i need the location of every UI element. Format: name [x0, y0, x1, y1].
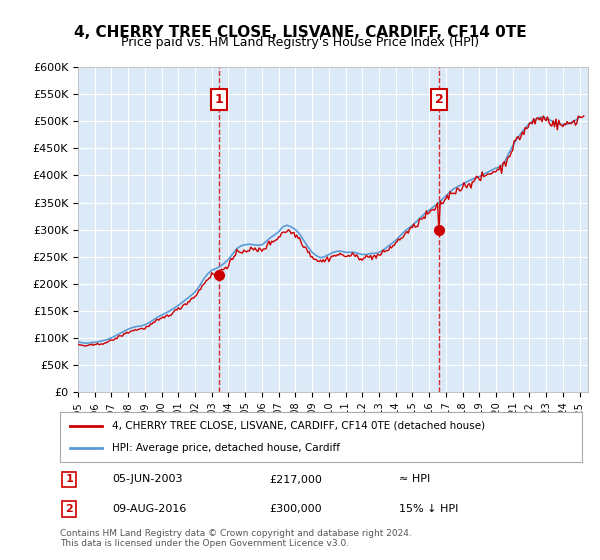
Text: Contains HM Land Registry data © Crown copyright and database right 2024.: Contains HM Land Registry data © Crown c… — [60, 529, 412, 538]
Text: 4, CHERRY TREE CLOSE, LISVANE, CARDIFF, CF14 0TE: 4, CHERRY TREE CLOSE, LISVANE, CARDIFF, … — [74, 25, 526, 40]
Text: £300,000: £300,000 — [269, 504, 322, 514]
Text: 09-AUG-2016: 09-AUG-2016 — [112, 504, 187, 514]
Text: 2: 2 — [65, 504, 73, 514]
Text: 4, CHERRY TREE CLOSE, LISVANE, CARDIFF, CF14 0TE (detached house): 4, CHERRY TREE CLOSE, LISVANE, CARDIFF, … — [112, 421, 485, 431]
Text: Price paid vs. HM Land Registry's House Price Index (HPI): Price paid vs. HM Land Registry's House … — [121, 36, 479, 49]
Text: 1: 1 — [215, 93, 224, 106]
Text: 15% ↓ HPI: 15% ↓ HPI — [400, 504, 458, 514]
Text: £217,000: £217,000 — [269, 474, 322, 484]
Text: 05-JUN-2003: 05-JUN-2003 — [112, 474, 182, 484]
Text: ≈ HPI: ≈ HPI — [400, 474, 431, 484]
Text: 2: 2 — [435, 93, 444, 106]
Text: 1: 1 — [65, 474, 73, 484]
Text: This data is licensed under the Open Government Licence v3.0.: This data is licensed under the Open Gov… — [60, 539, 349, 548]
Text: HPI: Average price, detached house, Cardiff: HPI: Average price, detached house, Card… — [112, 443, 340, 453]
